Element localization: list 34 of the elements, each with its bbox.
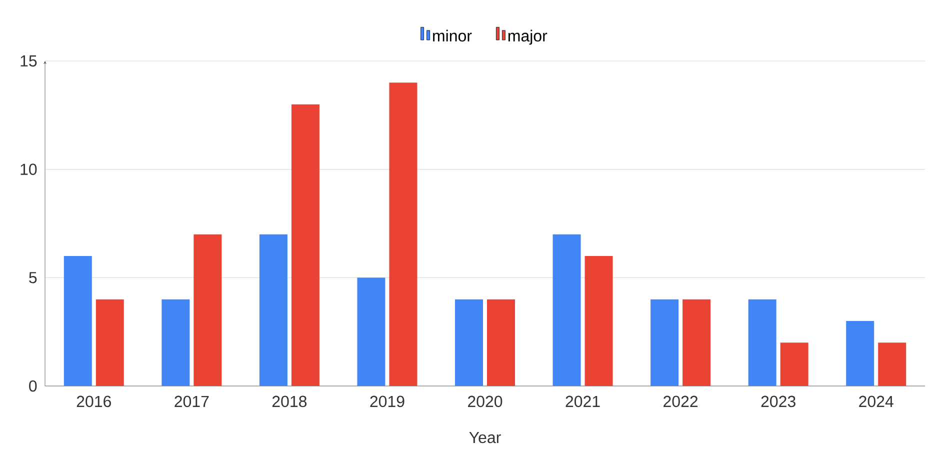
bar [64, 256, 92, 386]
bar [357, 278, 386, 386]
y-tick-label: 0 [29, 380, 37, 392]
legend-label: minor [433, 30, 472, 42]
bar [748, 299, 776, 386]
x-tick-label: 2022 [664, 396, 698, 408]
bar [780, 342, 808, 386]
x-tick-label: 2020 [468, 396, 502, 408]
bar [878, 342, 906, 386]
x-tick-label: 2019 [370, 396, 404, 408]
bar [96, 299, 124, 386]
legend-label: major [508, 30, 548, 45]
bar [650, 299, 679, 386]
bar [682, 299, 711, 386]
bar [291, 104, 320, 386]
bar [162, 299, 190, 386]
bar [194, 234, 222, 386]
x-axis-title: Year [469, 432, 501, 444]
x-tick-label: 2024 [859, 396, 894, 408]
x-tick-label: 2016 [76, 396, 111, 408]
y-tick-label: 10 [20, 164, 37, 175]
bar [389, 82, 418, 386]
bar [487, 299, 515, 386]
x-tick-label: 2021 [566, 396, 600, 408]
y-tick-label: 15 [20, 55, 37, 67]
y-tick-label: 5 [29, 272, 37, 284]
bar [846, 320, 874, 386]
bar [552, 234, 581, 386]
x-tick-label: 2018 [272, 396, 307, 408]
bar [259, 234, 288, 386]
bar [455, 299, 483, 386]
x-tick-label: 2017 [174, 396, 209, 408]
x-tick-label: 2023 [761, 396, 796, 408]
bar [584, 256, 613, 386]
